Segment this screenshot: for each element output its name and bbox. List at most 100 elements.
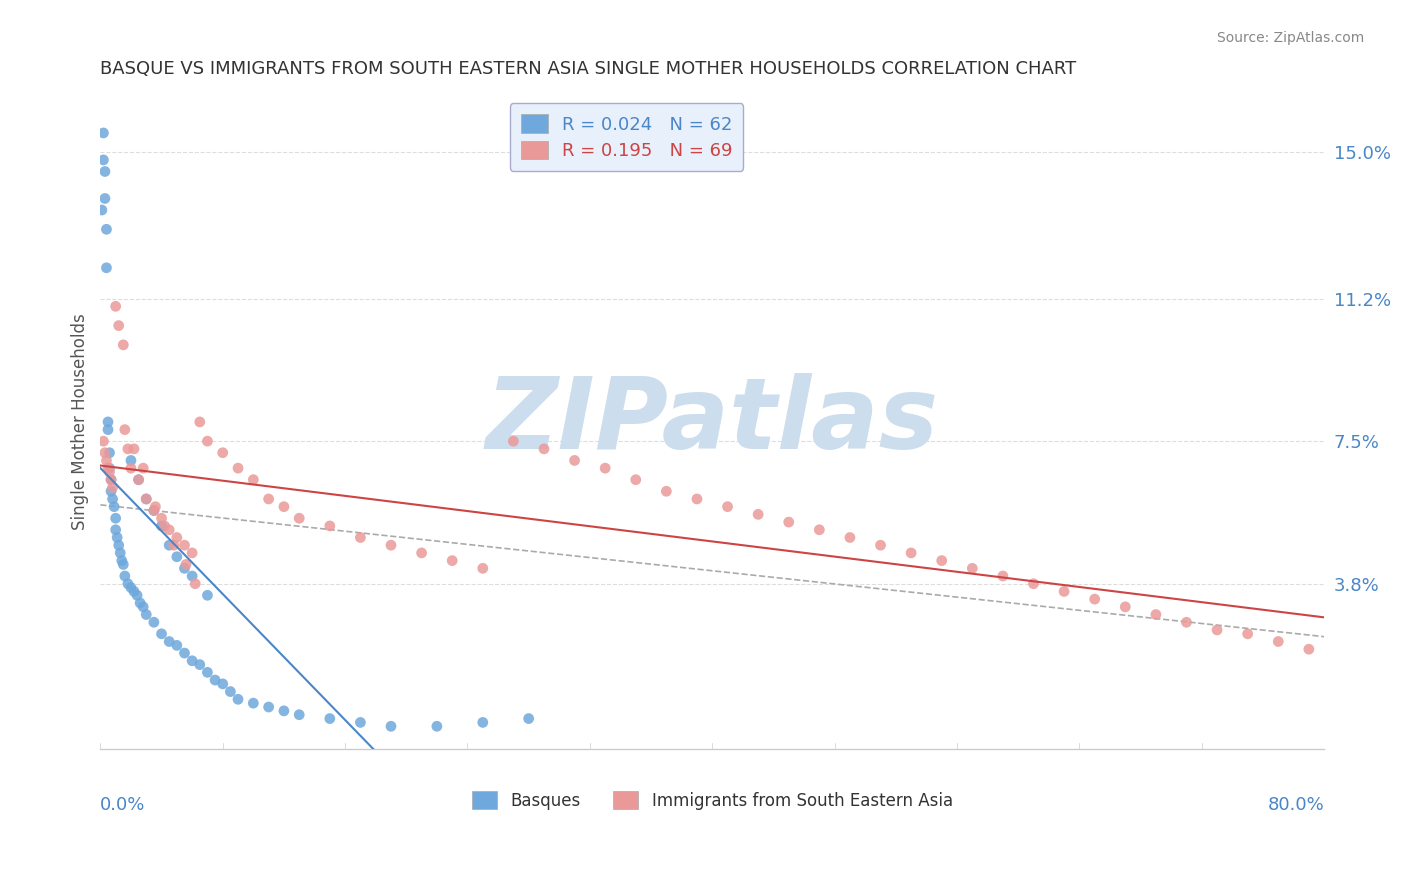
Point	[157, 634, 180, 648]
Point	[122, 442, 145, 456]
Point	[100, 484, 122, 499]
Point	[97, 415, 120, 429]
Point	[101, 491, 124, 506]
Point	[839, 531, 862, 545]
Point	[142, 503, 165, 517]
Point	[114, 569, 136, 583]
Point	[349, 531, 371, 545]
Point	[128, 473, 150, 487]
Point	[117, 576, 139, 591]
Point	[593, 461, 616, 475]
Point	[98, 446, 121, 460]
Point	[150, 519, 173, 533]
Point	[197, 588, 219, 602]
Point	[319, 519, 342, 533]
Point	[153, 519, 176, 533]
Point	[226, 461, 249, 475]
Point	[135, 491, 157, 506]
Point	[716, 500, 738, 514]
Point	[128, 473, 150, 487]
Point	[104, 511, 127, 525]
Point	[471, 561, 494, 575]
Point	[778, 515, 800, 529]
Point	[188, 657, 211, 672]
Point	[125, 588, 148, 602]
Point	[349, 715, 371, 730]
Point	[931, 553, 953, 567]
Point	[1175, 615, 1198, 630]
Text: 0.0%: 0.0%	[100, 796, 146, 814]
Point	[564, 453, 586, 467]
Point	[166, 549, 188, 564]
Point	[135, 607, 157, 622]
Point	[132, 461, 155, 475]
Point	[1114, 599, 1136, 614]
Point	[96, 260, 118, 275]
Text: BASQUE VS IMMIGRANTS FROM SOUTH EASTERN ASIA SINGLE MOTHER HOUSEHOLDS CORRELATIO: BASQUE VS IMMIGRANTS FROM SOUTH EASTERN …	[100, 60, 1077, 78]
Point	[1144, 607, 1167, 622]
Point	[93, 434, 115, 449]
Point	[98, 461, 121, 475]
Point	[122, 584, 145, 599]
Point	[166, 531, 188, 545]
Point	[257, 491, 280, 506]
Point	[94, 446, 117, 460]
Point	[288, 707, 311, 722]
Point	[112, 558, 135, 572]
Point	[114, 423, 136, 437]
Point	[747, 508, 769, 522]
Point	[1084, 592, 1107, 607]
Point	[1206, 623, 1229, 637]
Point	[93, 126, 115, 140]
Point	[808, 523, 831, 537]
Point	[96, 222, 118, 236]
Point	[107, 538, 129, 552]
Point	[105, 531, 128, 545]
Point	[142, 503, 165, 517]
Legend: Basques, Immigrants from South Eastern Asia: Basques, Immigrants from South Eastern A…	[461, 781, 963, 820]
Point	[517, 712, 540, 726]
Point	[157, 523, 180, 537]
Point	[100, 473, 122, 487]
Point	[624, 473, 647, 487]
Point	[111, 553, 134, 567]
Point	[257, 700, 280, 714]
Point	[211, 677, 233, 691]
Point	[441, 553, 464, 567]
Point	[197, 434, 219, 449]
Point	[103, 500, 125, 514]
Point	[173, 646, 195, 660]
Point	[188, 415, 211, 429]
Point	[242, 696, 264, 710]
Point	[157, 538, 180, 552]
Point	[93, 153, 115, 167]
Point	[132, 599, 155, 614]
Text: ZIPatlas: ZIPatlas	[485, 374, 939, 470]
Point	[97, 423, 120, 437]
Point	[1022, 576, 1045, 591]
Point	[181, 546, 204, 560]
Point	[173, 561, 195, 575]
Point	[288, 511, 311, 525]
Point	[174, 558, 197, 572]
Point	[1236, 627, 1258, 641]
Point	[533, 442, 555, 456]
Point	[471, 715, 494, 730]
Point	[96, 453, 118, 467]
Point	[1053, 584, 1076, 599]
Point	[150, 627, 173, 641]
Point	[219, 684, 242, 698]
Point	[411, 546, 433, 560]
Point	[273, 500, 295, 514]
Point	[142, 615, 165, 630]
Point	[112, 338, 135, 352]
Point	[107, 318, 129, 333]
Point	[181, 654, 204, 668]
Point	[97, 461, 120, 475]
Point	[94, 191, 117, 205]
Point	[104, 523, 127, 537]
Point	[211, 446, 233, 460]
Text: Source: ZipAtlas.com: Source: ZipAtlas.com	[1216, 31, 1364, 45]
Point	[98, 465, 121, 479]
Point	[426, 719, 449, 733]
